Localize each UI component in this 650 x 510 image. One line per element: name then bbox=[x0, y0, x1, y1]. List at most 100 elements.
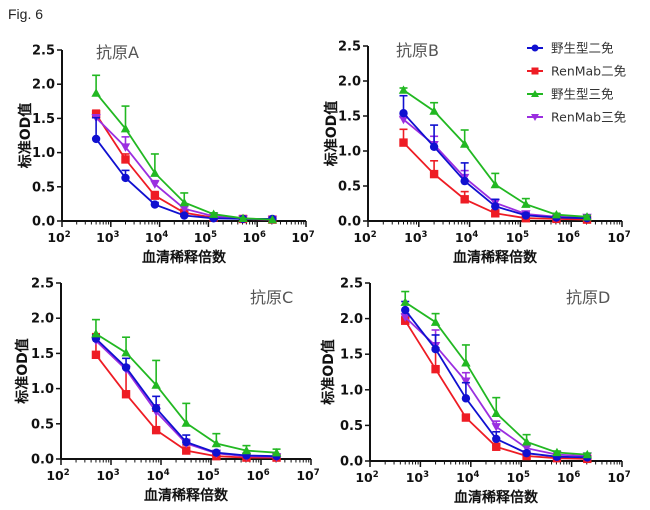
marker-triangle-up bbox=[491, 408, 501, 417]
series-wt-3rd bbox=[398, 85, 592, 221]
marker-triangle-up bbox=[181, 418, 191, 427]
marker-square bbox=[431, 364, 440, 374]
marker-circle bbox=[151, 404, 161, 413]
x-tick-label: 104 bbox=[456, 470, 479, 485]
series-wt-3rd bbox=[91, 318, 282, 457]
marker-triangle-up bbox=[238, 213, 248, 222]
panel-antigen-d: 0.0 0.5 1.0 1.5 2.0 2.5 102 103 104 105 106 107 血清稀释… bbox=[320, 277, 631, 507]
marker-circle bbox=[531, 44, 539, 52]
marker-square bbox=[429, 169, 439, 179]
y-tick-label: 1.5 bbox=[338, 110, 361, 125]
x-tick-label: 106 bbox=[557, 470, 580, 485]
x-axis-label: 血清稀释倍数 bbox=[453, 249, 538, 266]
marker-triangle-up bbox=[150, 168, 160, 177]
x-tick-label: 103 bbox=[404, 230, 427, 245]
marker-triangle-down bbox=[150, 180, 160, 189]
marker-circle bbox=[491, 202, 500, 211]
marker-square bbox=[461, 413, 471, 422]
x-axis-label: 血清稀释倍数 bbox=[454, 489, 539, 506]
x-tick-label: 102 bbox=[47, 230, 70, 245]
y-axis-label: 标准OD值 bbox=[17, 103, 34, 170]
marker-square bbox=[150, 191, 160, 200]
y-tick-label: 2.5 bbox=[340, 277, 363, 292]
marker-circle bbox=[401, 305, 410, 315]
series-wt-2nd bbox=[91, 334, 281, 461]
panel-title: 抗原A bbox=[96, 43, 139, 62]
marker-triangle-down bbox=[400, 313, 410, 322]
marker-square bbox=[151, 425, 161, 435]
series-wt-3rd bbox=[400, 290, 592, 459]
marker-triangle-up bbox=[398, 85, 409, 94]
legend-entry: RenMab三免 bbox=[527, 110, 626, 125]
x-tick-label: 107 bbox=[291, 230, 314, 245]
figure-label: Fig. 6 bbox=[8, 6, 44, 22]
marker-circle bbox=[460, 176, 469, 186]
y-tick-label: 1.0 bbox=[32, 146, 55, 161]
marker-square bbox=[91, 350, 101, 360]
marker-circle bbox=[429, 142, 439, 151]
y-tick-label: 1.5 bbox=[32, 112, 55, 127]
marker-triangle-up bbox=[531, 90, 539, 97]
panel-title: 抗原D bbox=[566, 288, 610, 307]
series-wt-2nd bbox=[401, 300, 592, 462]
marker-triangle-up bbox=[459, 139, 470, 148]
x-tick-label: 105 bbox=[506, 230, 529, 245]
panel-title: 抗原C bbox=[250, 288, 293, 307]
x-tick-label: 105 bbox=[507, 470, 530, 485]
marker-triangle-down bbox=[491, 423, 501, 432]
y-tick-label: 0.0 bbox=[338, 215, 361, 230]
y-tick-label: 2.0 bbox=[31, 312, 54, 327]
marker-square bbox=[121, 155, 130, 164]
marker-circle bbox=[492, 434, 501, 444]
marker-triangle-up bbox=[521, 437, 532, 446]
panel-antigen-a: 0.0 0.5 1.0 1.5 2.0 2.5 102 103 104 105 106 107 血清稀释… bbox=[17, 43, 315, 266]
marker-triangle-up bbox=[267, 214, 278, 224]
y-tick-label: 1.5 bbox=[31, 347, 54, 362]
marker-square bbox=[182, 446, 191, 455]
marker-square bbox=[491, 209, 500, 218]
marker-circle bbox=[182, 437, 191, 447]
marker-circle bbox=[399, 109, 408, 118]
y-tick-label: 2.0 bbox=[340, 312, 363, 327]
x-tick-label: 104 bbox=[146, 468, 169, 483]
legend-entry: RenMab二免 bbox=[527, 64, 626, 79]
marker-triangle-up bbox=[91, 328, 101, 338]
panel-antigen-c: 0.0 0.5 1.0 1.5 2.0 2.5 102 103 104 105 106 107 血清稀释… bbox=[14, 277, 320, 505]
marker-triangle-up bbox=[271, 447, 282, 457]
marker-triangle-down bbox=[120, 143, 131, 152]
y-tick-label: 0.0 bbox=[31, 453, 54, 468]
marker-triangle-down bbox=[179, 204, 189, 214]
x-tick-label: 106 bbox=[243, 230, 266, 245]
x-tick-label: 103 bbox=[96, 468, 119, 483]
marker-triangle-up bbox=[552, 447, 562, 457]
x-tick-label: 107 bbox=[607, 470, 630, 485]
panel-antigen-b: 0.0 0.5 1.0 1.5 2.0 2.5 102 103 104 105 106 107 血清稀释… bbox=[323, 40, 631, 267]
x-tick-label: 105 bbox=[194, 230, 217, 245]
legend-entry: 野生型三免 bbox=[527, 87, 614, 102]
marker-triangle-up bbox=[91, 88, 101, 97]
marker-triangle-up bbox=[241, 445, 252, 455]
marker-triangle-up bbox=[151, 380, 161, 389]
y-tick-label: 2.5 bbox=[338, 40, 361, 55]
y-tick-label: 2.0 bbox=[338, 75, 361, 90]
marker-triangle-up bbox=[461, 358, 471, 367]
series-wt-3rd bbox=[91, 74, 278, 224]
marker-circle bbox=[461, 394, 471, 403]
marker-triangle-up bbox=[490, 179, 500, 189]
x-axis-label: 血清稀释倍数 bbox=[142, 249, 227, 266]
legend-label: RenMab二免 bbox=[551, 64, 626, 79]
y-tick-label: 0.0 bbox=[32, 215, 55, 230]
y-axis-label: 标准OD值 bbox=[320, 339, 337, 406]
legend-label: 野生型三免 bbox=[551, 87, 614, 102]
marker-triangle-up bbox=[429, 106, 439, 115]
y-tick-label: 1.0 bbox=[340, 383, 363, 398]
y-tick-label: 1.0 bbox=[338, 145, 361, 160]
y-tick-label: 2.5 bbox=[31, 277, 54, 292]
marker-triangle-down bbox=[521, 444, 532, 453]
legend-entry: 野生型二免 bbox=[527, 41, 614, 56]
x-tick-label: 103 bbox=[406, 470, 429, 485]
legend-label: 野生型二免 bbox=[551, 41, 614, 56]
marker-triangle-up bbox=[121, 347, 131, 357]
marker-triangle-up bbox=[521, 199, 531, 208]
